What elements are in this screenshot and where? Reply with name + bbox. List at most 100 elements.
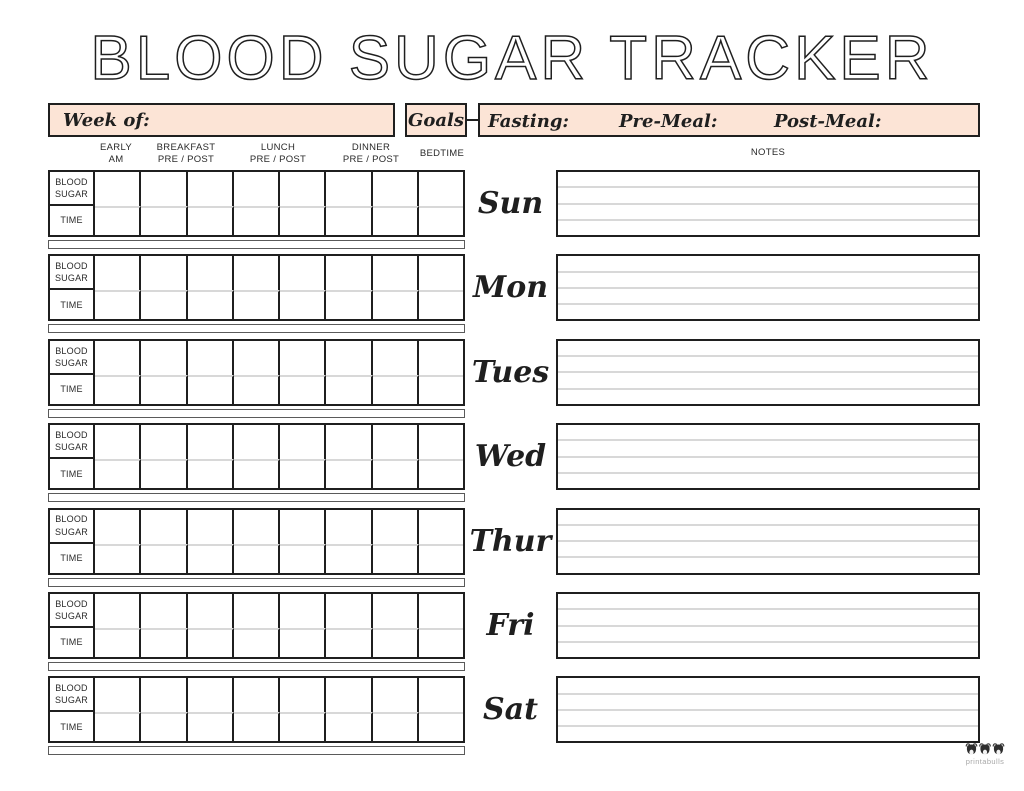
time-cell[interactable]	[187, 374, 234, 404]
time-cell[interactable]	[372, 628, 419, 657]
time-cell[interactable]	[95, 543, 142, 573]
blood-sugar-cell[interactable]	[326, 172, 373, 206]
blood-sugar-cell[interactable]	[187, 678, 234, 713]
time-cell[interactable]	[141, 628, 188, 657]
time-cell[interactable]	[418, 712, 463, 742]
blood-sugar-cell[interactable]	[187, 340, 234, 375]
blood-sugar-cell[interactable]	[280, 509, 327, 544]
blood-sugar-cell[interactable]	[141, 340, 188, 375]
blood-sugar-cell[interactable]	[418, 509, 463, 544]
time-cell[interactable]	[187, 628, 234, 657]
blood-sugar-cell[interactable]	[95, 678, 142, 713]
blood-sugar-cell[interactable]	[372, 172, 419, 206]
time-cell[interactable]	[141, 459, 188, 489]
blood-sugar-cell[interactable]	[141, 594, 188, 628]
time-cell[interactable]	[233, 712, 280, 742]
time-cell[interactable]	[233, 206, 280, 235]
blood-sugar-cell[interactable]	[187, 594, 234, 628]
blood-sugar-cell[interactable]	[326, 678, 373, 713]
time-cell[interactable]	[95, 206, 142, 235]
blood-sugar-cell[interactable]	[233, 509, 280, 544]
blood-sugar-cell[interactable]	[280, 340, 327, 375]
time-cell[interactable]	[95, 290, 142, 320]
blood-sugar-cell[interactable]	[95, 425, 142, 460]
time-cell[interactable]	[187, 206, 234, 235]
blood-sugar-cell[interactable]	[280, 594, 327, 628]
blood-sugar-cell[interactable]	[141, 678, 188, 713]
time-cell[interactable]	[141, 290, 188, 320]
time-cell[interactable]	[280, 290, 327, 320]
blood-sugar-cell[interactable]	[233, 256, 280, 291]
time-cell[interactable]	[326, 628, 373, 657]
time-cell[interactable]	[280, 712, 327, 742]
blood-sugar-cell[interactable]	[418, 172, 463, 206]
time-cell[interactable]	[326, 374, 373, 404]
blood-sugar-cell[interactable]	[187, 256, 234, 291]
time-cell[interactable]	[233, 543, 280, 573]
blood-sugar-cell[interactable]	[141, 425, 188, 460]
time-cell[interactable]	[280, 459, 327, 489]
goals-field[interactable]: Fasting: Pre-Meal: Post-Meal:	[478, 103, 980, 137]
blood-sugar-cell[interactable]	[418, 425, 463, 460]
blood-sugar-cell[interactable]	[95, 172, 142, 206]
blood-sugar-cell[interactable]	[372, 594, 419, 628]
day-notes-field[interactable]	[556, 254, 980, 322]
time-cell[interactable]	[141, 543, 188, 573]
blood-sugar-cell[interactable]	[326, 509, 373, 544]
time-cell[interactable]	[280, 628, 327, 657]
day-notes-field[interactable]	[556, 507, 980, 575]
blood-sugar-cell[interactable]	[141, 172, 188, 206]
blood-sugar-cell[interactable]	[233, 340, 280, 375]
time-cell[interactable]	[95, 712, 142, 742]
time-cell[interactable]	[326, 206, 373, 235]
blood-sugar-cell[interactable]	[372, 678, 419, 713]
blood-sugar-cell[interactable]	[187, 172, 234, 206]
blood-sugar-cell[interactable]	[233, 678, 280, 713]
time-cell[interactable]	[141, 374, 188, 404]
blood-sugar-cell[interactable]	[372, 256, 419, 291]
time-cell[interactable]	[95, 459, 142, 489]
blood-sugar-cell[interactable]	[95, 256, 142, 291]
blood-sugar-cell[interactable]	[95, 340, 142, 375]
time-cell[interactable]	[326, 712, 373, 742]
time-cell[interactable]	[280, 374, 327, 404]
time-cell[interactable]	[372, 459, 419, 489]
time-cell[interactable]	[418, 374, 463, 404]
time-cell[interactable]	[187, 459, 234, 489]
time-cell[interactable]	[418, 459, 463, 489]
time-cell[interactable]	[372, 290, 419, 320]
time-cell[interactable]	[418, 206, 463, 235]
blood-sugar-cell[interactable]	[418, 340, 463, 375]
blood-sugar-cell[interactable]	[95, 509, 142, 544]
blood-sugar-cell[interactable]	[418, 594, 463, 628]
blood-sugar-cell[interactable]	[233, 425, 280, 460]
time-cell[interactable]	[326, 290, 373, 320]
day-notes-field[interactable]	[556, 170, 980, 237]
day-notes-field[interactable]	[556, 423, 980, 491]
time-cell[interactable]	[326, 459, 373, 489]
time-cell[interactable]	[280, 206, 327, 235]
blood-sugar-cell[interactable]	[372, 425, 419, 460]
time-cell[interactable]	[418, 628, 463, 657]
time-cell[interactable]	[326, 543, 373, 573]
time-cell[interactable]	[372, 374, 419, 404]
time-cell[interactable]	[187, 712, 234, 742]
time-cell[interactable]	[233, 290, 280, 320]
blood-sugar-cell[interactable]	[280, 425, 327, 460]
time-cell[interactable]	[418, 543, 463, 573]
blood-sugar-cell[interactable]	[141, 256, 188, 291]
blood-sugar-cell[interactable]	[233, 172, 280, 206]
day-notes-field[interactable]	[556, 676, 980, 744]
blood-sugar-cell[interactable]	[326, 256, 373, 291]
time-cell[interactable]	[418, 290, 463, 320]
time-cell[interactable]	[372, 543, 419, 573]
time-cell[interactable]	[95, 374, 142, 404]
blood-sugar-cell[interactable]	[326, 340, 373, 375]
time-cell[interactable]	[187, 543, 234, 573]
day-notes-field[interactable]	[556, 338, 980, 406]
time-cell[interactable]	[233, 459, 280, 489]
time-cell[interactable]	[233, 628, 280, 657]
blood-sugar-cell[interactable]	[187, 509, 234, 544]
blood-sugar-cell[interactable]	[418, 678, 463, 713]
blood-sugar-cell[interactable]	[280, 172, 327, 206]
